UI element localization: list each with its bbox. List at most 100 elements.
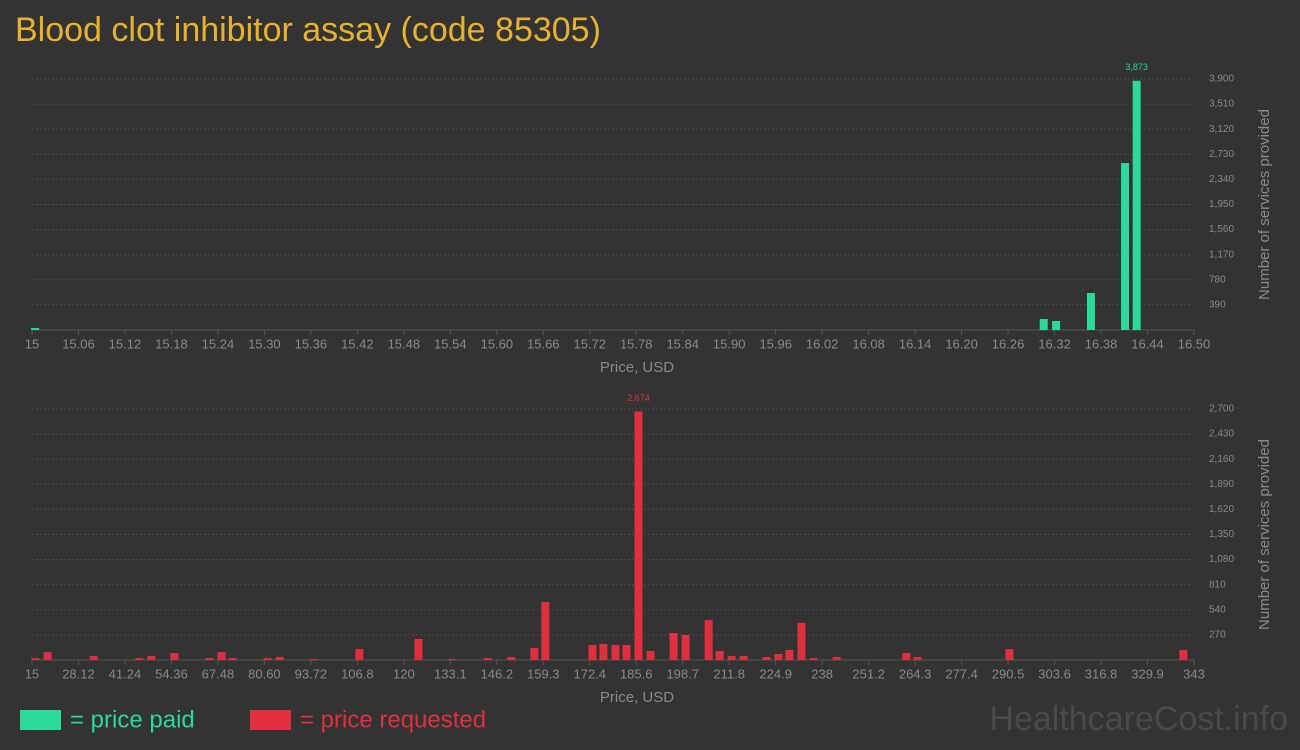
bar xyxy=(448,659,457,660)
x-tick-label: 185.6 xyxy=(620,666,653,681)
bar xyxy=(205,658,214,660)
y-tick-label: 2,700 xyxy=(1209,404,1234,415)
bar xyxy=(541,601,550,660)
bar xyxy=(611,645,620,660)
bar xyxy=(170,653,179,660)
bar xyxy=(1121,162,1130,330)
y-axis-title: Number of services provided xyxy=(1256,439,1273,630)
x-tick-label: 80.60 xyxy=(248,666,281,681)
bar xyxy=(599,644,608,660)
y-tick-label: 3,120 xyxy=(1209,124,1234,135)
bar xyxy=(646,650,655,660)
x-tick-label: 133.1 xyxy=(434,666,467,681)
x-tick-label: 15.90 xyxy=(713,336,746,351)
bar xyxy=(704,620,713,660)
x-tick-label: 172.4 xyxy=(573,666,606,681)
x-tick-label: 146.2 xyxy=(481,666,514,681)
x-tick-label: 16.32 xyxy=(1038,336,1071,351)
bar xyxy=(1005,649,1014,660)
y-tick-label: 1,890 xyxy=(1209,479,1234,490)
x-tick-label: 343 xyxy=(1183,666,1205,681)
bar xyxy=(1039,318,1048,330)
x-axis-title: Price, USD xyxy=(600,689,674,706)
x-tick-label: 15.12 xyxy=(109,336,142,351)
y-tick-label: 1,620 xyxy=(1209,504,1234,515)
x-tick-label: 15.42 xyxy=(341,336,374,351)
bar xyxy=(530,648,539,660)
bar xyxy=(414,638,423,660)
x-tick-label: 15.54 xyxy=(434,336,467,351)
y-tick-label: 2,430 xyxy=(1209,429,1234,440)
bar xyxy=(727,656,736,660)
x-tick-label: 15.84 xyxy=(666,336,699,351)
x-tick-label: 54.36 xyxy=(155,666,188,681)
bar xyxy=(762,657,771,660)
bar xyxy=(147,656,156,660)
y-tick-label: 810 xyxy=(1209,579,1226,590)
x-tick-label: 15.18 xyxy=(155,336,188,351)
bar xyxy=(1086,292,1095,330)
bar xyxy=(809,658,818,660)
bar xyxy=(681,634,690,660)
x-tick-label: 93.72 xyxy=(295,666,328,681)
x-tick-label: 15.72 xyxy=(573,336,606,351)
bar xyxy=(669,633,678,660)
legend-label: = price paid xyxy=(70,706,195,733)
chart-title: Blood clot inhibitor assay (code 85305) xyxy=(15,11,601,49)
y-tick-label: 2,730 xyxy=(1209,149,1234,160)
bar xyxy=(31,658,40,660)
bar xyxy=(774,653,783,660)
y-tick-label: 3,900 xyxy=(1209,74,1234,85)
bar xyxy=(1052,320,1061,330)
bar xyxy=(715,650,724,660)
y-axis-title: Number of services provided xyxy=(1256,109,1273,300)
bar xyxy=(43,652,52,660)
y-tick-label: 2,340 xyxy=(1209,174,1234,185)
y-tick-label: 390 xyxy=(1209,300,1226,311)
bar xyxy=(1132,80,1141,330)
bar xyxy=(634,411,643,660)
bar xyxy=(483,658,492,660)
bar xyxy=(31,328,40,330)
x-tick-label: 16.44 xyxy=(1131,336,1164,351)
x-tick-label: 15 xyxy=(25,336,39,351)
x-tick-label: 238 xyxy=(811,666,833,681)
y-tick-label: 1,560 xyxy=(1209,224,1234,235)
x-tick-label: 15.78 xyxy=(620,336,653,351)
x-tick-label: 15.48 xyxy=(388,336,421,351)
legend-swatch xyxy=(250,710,291,730)
x-axis-title: Price, USD xyxy=(600,359,674,376)
y-tick-label: 1,170 xyxy=(1209,249,1234,260)
x-tick-label: 264.3 xyxy=(899,666,932,681)
bar xyxy=(309,659,318,660)
x-tick-label: 67.48 xyxy=(202,666,235,681)
x-tick-label: 316.8 xyxy=(1085,666,1118,681)
bar xyxy=(228,658,237,660)
y-tick-label: 1,350 xyxy=(1209,529,1234,540)
x-tick-label: 329.9 xyxy=(1131,666,1164,681)
x-tick-label: 15.24 xyxy=(202,336,235,351)
x-tick-label: 15.66 xyxy=(527,336,560,351)
x-tick-label: 16.26 xyxy=(992,336,1025,351)
x-tick-label: 16.38 xyxy=(1085,336,1118,351)
x-tick-label: 159.3 xyxy=(527,666,560,681)
x-tick-label: 15.60 xyxy=(481,336,514,351)
x-tick-label: 16.50 xyxy=(1178,336,1211,351)
bar xyxy=(622,645,631,660)
x-tick-label: 120 xyxy=(393,666,415,681)
x-tick-label: 41.24 xyxy=(109,666,142,681)
y-tick-label: 1,080 xyxy=(1209,554,1234,565)
bar xyxy=(739,656,748,660)
x-tick-label: 15 xyxy=(25,666,39,681)
bar xyxy=(355,649,364,660)
x-tick-label: 224.9 xyxy=(759,666,792,681)
bar xyxy=(263,658,272,660)
x-tick-label: 290.5 xyxy=(992,666,1025,681)
data-label: 2,674 xyxy=(627,393,650,403)
bar xyxy=(913,657,922,660)
legend-label: = price requested xyxy=(300,706,486,733)
y-tick-label: 2,160 xyxy=(1209,454,1234,465)
